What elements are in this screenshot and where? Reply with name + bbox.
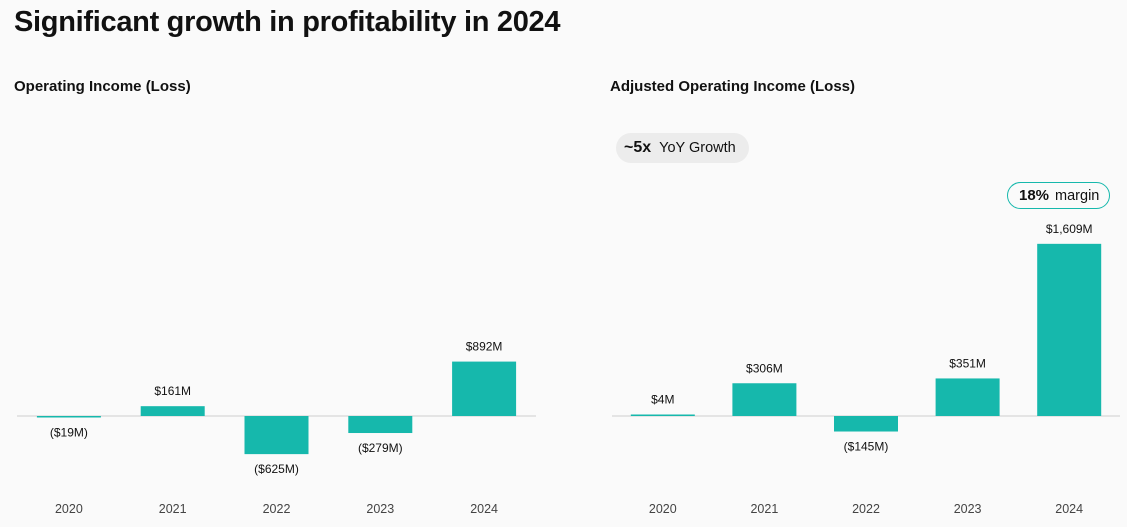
page-title: Significant growth in profitability in 2… (14, 6, 561, 38)
operating-income-chart-title: Operating Income (Loss) (14, 78, 191, 95)
year-tick-2024: 2024 (470, 502, 498, 516)
year-tick-2023: 2023 (366, 502, 394, 516)
bar-2020 (36, 416, 101, 418)
year-tick-2020: 2020 (55, 502, 83, 516)
bar-2024 (452, 361, 517, 416)
data-label-2023: ($279M) (358, 441, 403, 455)
bar-2023 (348, 416, 413, 434)
yoy-growth-value: ~5x (624, 139, 652, 156)
data-label-2021: $161M (154, 384, 191, 398)
yoy-growth-badge: ~5x YoY Growth (616, 133, 749, 163)
data-label-2024: $892M (466, 340, 503, 354)
data-label-2020: ($19M) (50, 426, 88, 440)
adjusted-operating-income-chart-title: Adjusted Operating Income (Loss) (610, 78, 856, 95)
data-label-2022: ($625M) (254, 462, 299, 476)
bar-2021 (140, 406, 205, 416)
margin-badge: 18% margin (1007, 182, 1111, 209)
year-tick-2021: 2021 (159, 502, 187, 516)
bar-2022 (244, 416, 309, 455)
margin-value: 18% (1019, 187, 1050, 204)
yoy-growth-label: YoY Growth (659, 140, 736, 156)
year-tick-2022: 2022 (263, 502, 291, 516)
margin-label: margin (1055, 187, 1100, 204)
